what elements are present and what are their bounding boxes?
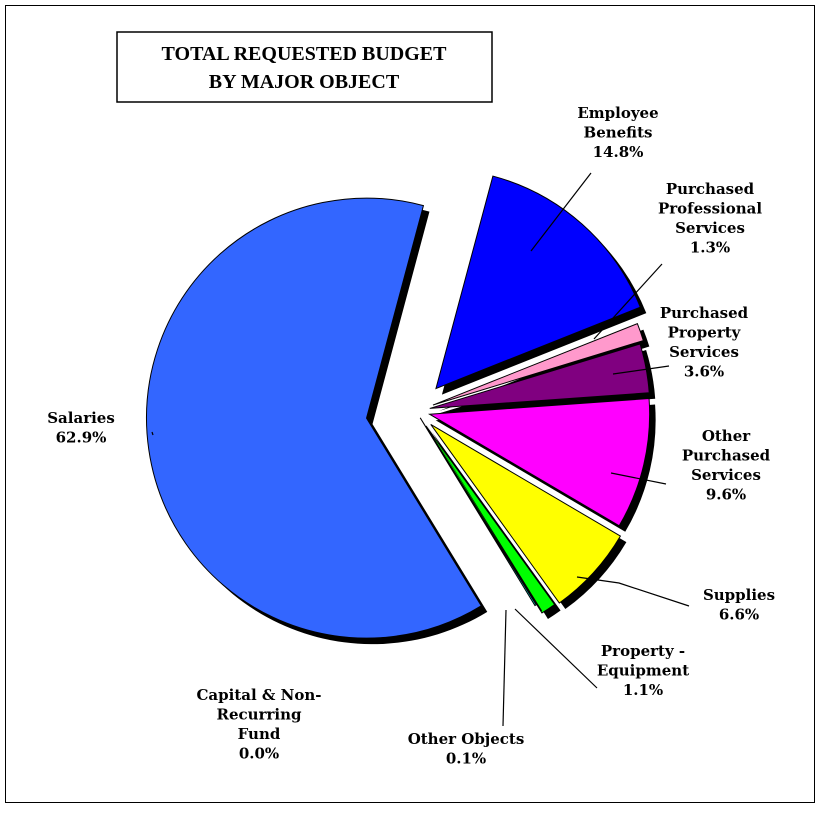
slice-label-line: 0.1% [446,750,486,768]
leader-line-purchased-professional-services [593,263,663,340]
slice-label-line: Services [691,466,761,484]
slice-label-line: Supplies [703,586,775,604]
leader-line-employee-benefits [530,172,592,252]
slice-label-line: Salaries [47,409,115,427]
slice-label-line: 1.3% [690,239,730,257]
slice-label-other-purchased-services: Other Purchased Services 9.6% [682,427,771,504]
slice-labels: Employee Benefits 14.8% Purchased Profession… [47,104,775,768]
slice-shadow-other-objects [426,423,543,612]
slice-employee-benefits [435,175,641,390]
chart-title-box [116,31,493,103]
slice-label-line: Fund [238,725,281,743]
slice-label-line: Other Objects [408,730,525,748]
chart-title-line-1: TOTAL REQUESTED BUDGET [162,43,448,65]
slice-label-purchased-professional-services: Purchased Professional Services 1.3% [658,180,762,257]
slice-label-employee-benefits: Employee Benefits 14.8% [577,104,658,161]
slice-label-line: Purchased [660,304,749,322]
slice-label-line: 3.6% [684,363,724,381]
slice-label-property-equipment: Property - Equipment 1.1% [597,642,689,699]
leader-line-purchased-property-services [612,365,670,375]
slice-label-supplies: Supplies 6.6% [703,586,775,624]
slice-supplies [430,424,622,604]
slice-label-line: 9.6% [706,486,746,504]
slice-label-line: 1.1% [623,681,663,699]
leader-line-supplies [576,576,690,607]
slice-label-line: Property - [601,642,685,660]
pie-chart: TOTAL REQUESTED BUDGET BY MAJOR OBJECT E… [47,31,775,768]
slice-label-capital-non-recurring-fund: Capital & Non- Recurring Fund 0.0% [196,686,321,763]
slice-label-line: 14.8% [593,143,644,161]
slice-label-salaries: Salaries 62.9% [47,409,115,447]
slice-label-line: Professional [658,200,762,218]
slice-other-objects [419,417,537,607]
slice-salaries [146,197,482,639]
slice-other-purchased-services [427,398,651,527]
slice-label-line: Other [702,427,751,445]
chart-title-line-2: BY MAJOR OBJECT [209,71,400,93]
slice-label-line: 0.0% [239,745,279,763]
leader-line-other-purchased-services [610,472,667,485]
slice-label-line: 6.6% [719,606,759,624]
slice-label-line: Employee [577,104,658,122]
slice-label-line: Benefits [584,124,653,142]
slice-purchased-property-services [429,343,650,409]
slice-label-line: Capital & Non- [196,686,321,704]
slice-label-line: Recurring [217,706,302,724]
leader-line-property-equipment [514,608,598,689]
slice-label-line: 62.9% [56,429,107,447]
slice-label-line: Property [668,324,742,342]
slice-purchased-professional-services [432,322,644,406]
chart-frame: TOTAL REQUESTED BUDGET BY MAJOR OBJECT E… [5,5,815,803]
pie-slices [146,175,656,645]
slice-label-line: Services [675,219,745,237]
slice-label-line: Purchased [666,180,755,198]
slice-label-purchased-property-services: Purchased Property Services 3.6% [660,304,749,381]
leader-line-other-objects [502,609,507,727]
leader-line-salaries [151,431,154,436]
chart-title: TOTAL REQUESTED BUDGET BY MAJOR OBJECT [116,31,493,103]
leader-lines [151,172,690,727]
slice-property-equipment [425,425,556,614]
slice-label-line: Services [669,343,739,361]
slice-label-line: Purchased [682,447,771,465]
slice-label-line: Equipment [597,662,689,680]
slice-label-other-objects: Other Objects 0.1% [408,730,525,768]
